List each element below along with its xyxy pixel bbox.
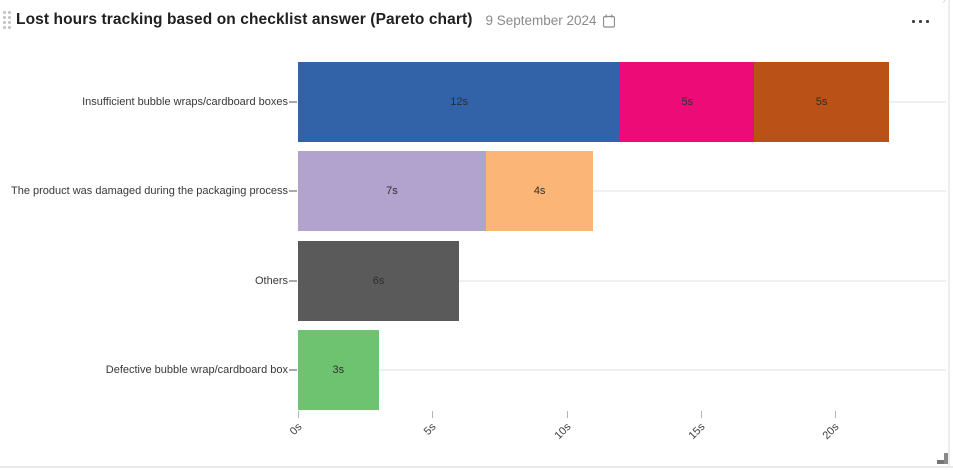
calendar-icon — [602, 14, 615, 28]
x-axis-tick — [700, 411, 702, 418]
bar-value-label: 7s — [386, 185, 398, 197]
x-axis-tick-label: 5s — [422, 421, 439, 438]
category-tick-mark — [289, 190, 297, 192]
gridline — [298, 190, 946, 192]
ellipsis-icon — [912, 20, 915, 23]
date-label: 9 September 2024 — [485, 12, 597, 28]
bar-value-label: 12s — [450, 95, 468, 108]
bar-segment[interactable]: 6s — [298, 240, 460, 321]
more-options-button[interactable] — [909, 17, 932, 26]
gridline — [298, 369, 946, 371]
bar-value-label: 3s — [332, 364, 345, 376]
bar-segment[interactable]: 7s — [298, 151, 486, 231]
bar-row: 3s — [298, 330, 379, 410]
bar-row: 7s 4s — [298, 151, 594, 231]
category-tick-mark — [289, 369, 297, 371]
drag-handle-icon[interactable] — [3, 11, 11, 29]
category-label: Insufficient bubble wraps/cardboard boxe… — [82, 95, 288, 108]
x-axis-tick-label: 15s — [686, 421, 708, 443]
resize-handle[interactable] — [937, 452, 948, 464]
bar-segment[interactable]: 3s — [298, 330, 379, 410]
x-axis-tick — [298, 411, 299, 418]
category-label: The product was damaged during the packa… — [10, 185, 288, 197]
category-tick-mark — [289, 279, 297, 282]
right-divider — [948, 0, 950, 466]
bar-segment[interactable]: 12s — [298, 61, 621, 142]
x-axis-tick-label: 20s — [820, 421, 842, 443]
bar-value-label: 6s — [372, 274, 385, 287]
widget-title: Lost hours tracking based on checklist a… — [16, 11, 473, 28]
date-picker[interactable]: 9 September 2024 — [485, 12, 615, 28]
widget-header: Lost hours tracking based on checklist a… — [3, 8, 615, 32]
bar-row: 12s 5s 5s — [298, 61, 889, 142]
bar-value-label: 4s — [533, 185, 546, 197]
bar-segment[interactable]: 5s — [620, 61, 755, 142]
x-axis-tick-label: 0s — [287, 421, 305, 438]
x-axis-tick — [566, 411, 568, 418]
x-axis-tick — [432, 411, 434, 418]
category-label: Defective bubble wrap/cardboard box — [105, 364, 288, 376]
category-tick-mark — [289, 100, 297, 103]
gridline — [298, 279, 946, 282]
bar-segment[interactable]: 4s — [485, 151, 594, 231]
bottom-divider — [0, 466, 953, 468]
bar-value-label: 5s — [815, 95, 828, 108]
category-label: Others — [254, 274, 288, 287]
x-axis-tick-label: 10s — [551, 421, 573, 443]
bar-value-label: 5s — [681, 95, 694, 108]
bar-segment[interactable]: 5s — [754, 61, 889, 142]
bar-row: 6s — [298, 240, 460, 321]
x-axis-tick — [835, 411, 836, 418]
